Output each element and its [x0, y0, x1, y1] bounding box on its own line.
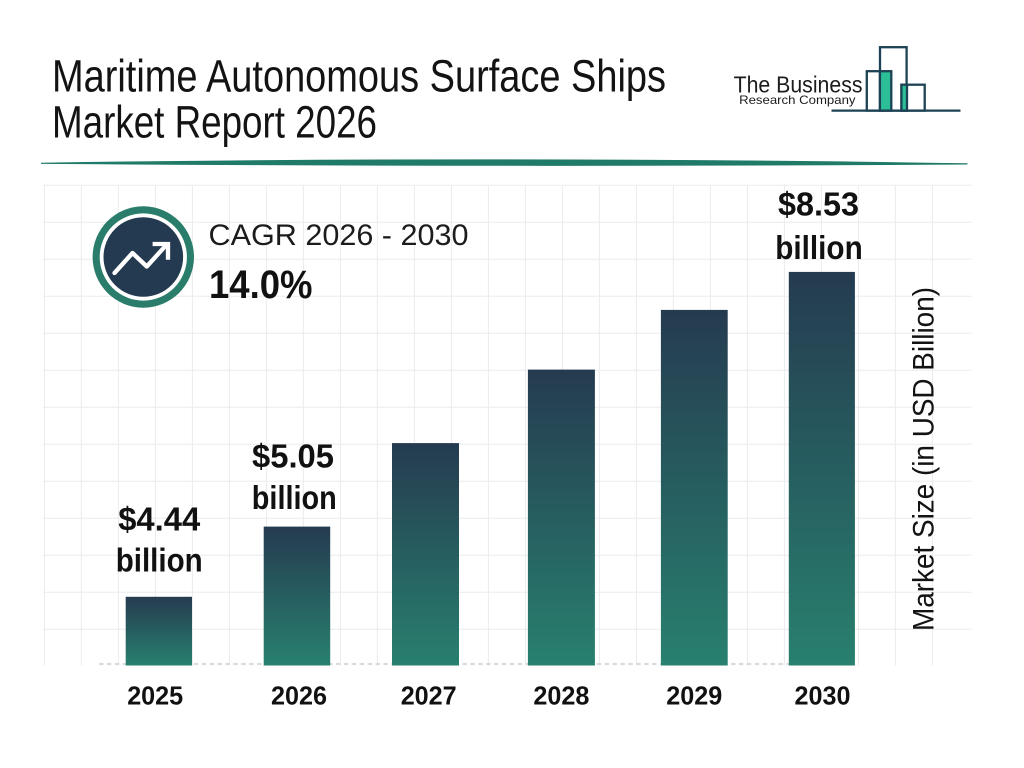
svg-text:Maritime Autonomous Surface Sh: Maritime Autonomous Surface Ships — [52, 50, 666, 101]
svg-text:billion: billion — [252, 479, 337, 516]
svg-text:$4.44: $4.44 — [118, 501, 201, 538]
svg-text:Market Report 2026: Market Report 2026 — [52, 97, 377, 148]
svg-text:2029: 2029 — [666, 680, 722, 710]
svg-text:2026: 2026 — [271, 680, 327, 710]
svg-text:CAGR 2026 - 2030: CAGR 2026 - 2030 — [209, 219, 469, 252]
svg-text:2028: 2028 — [533, 680, 589, 710]
svg-text:2030: 2030 — [795, 680, 851, 710]
svg-text:billion: billion — [116, 542, 203, 579]
svg-text:2025: 2025 — [127, 680, 183, 710]
svg-text:billion: billion — [775, 229, 863, 266]
svg-text:2027: 2027 — [401, 680, 457, 710]
svg-text:14.0%: 14.0% — [209, 263, 313, 307]
svg-text:The Business: The Business — [734, 72, 863, 98]
svg-text:$5.05: $5.05 — [252, 438, 334, 475]
svg-text:Research Company: Research Company — [739, 93, 855, 107]
svg-text:$8.53: $8.53 — [778, 186, 859, 223]
svg-text:Market Size (in USD Billion): Market Size (in USD Billion) — [907, 287, 940, 631]
